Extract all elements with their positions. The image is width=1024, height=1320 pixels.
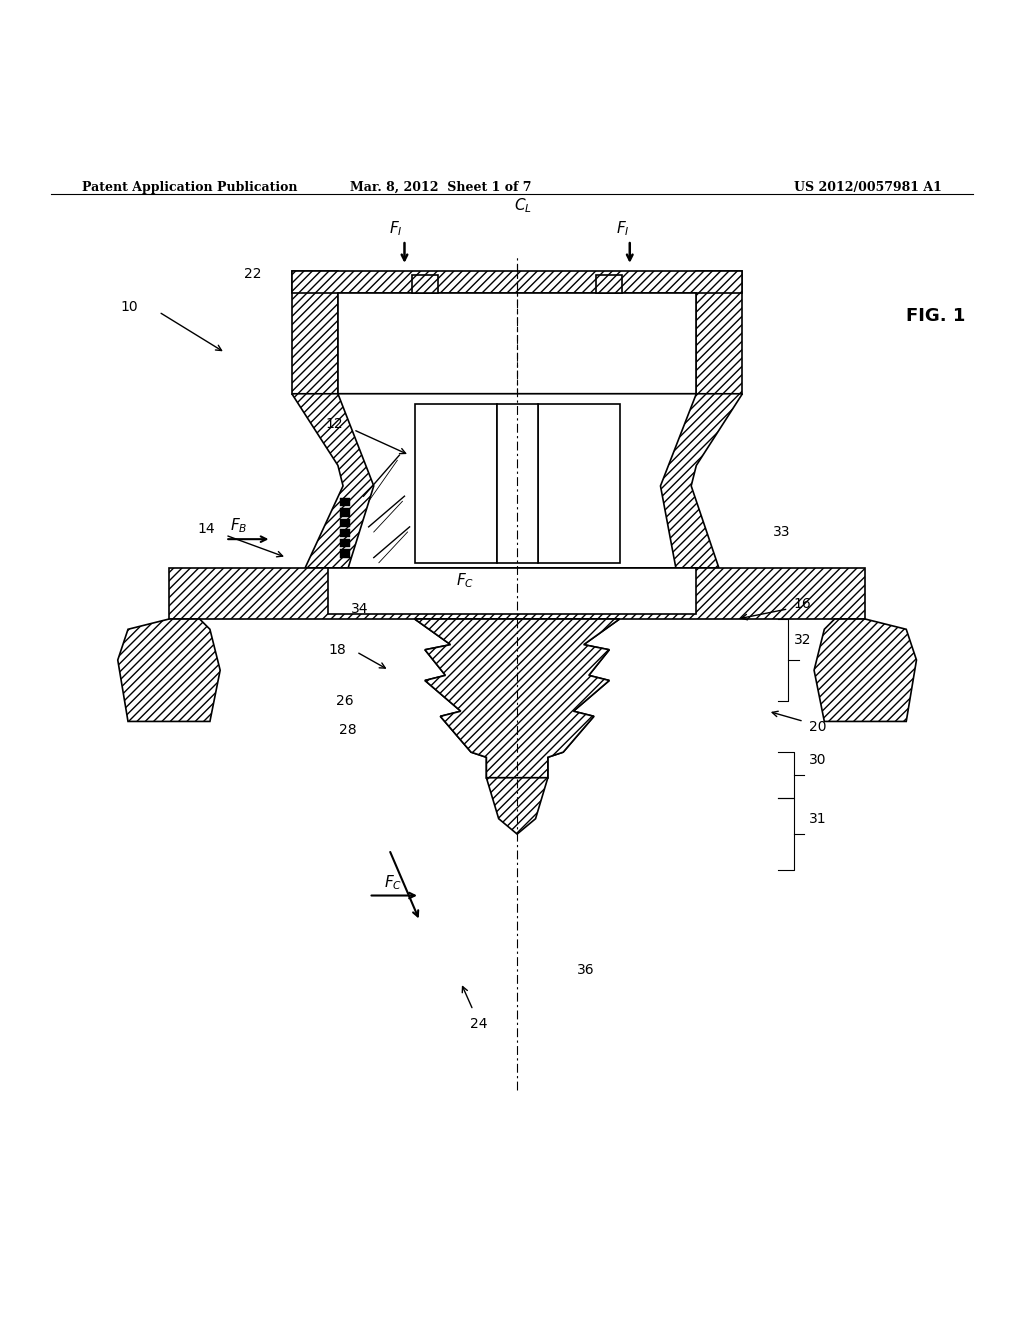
Text: $F_I$: $F_I$ — [389, 219, 403, 238]
Text: 31: 31 — [809, 812, 826, 826]
Text: 18: 18 — [329, 643, 346, 657]
Polygon shape — [340, 519, 350, 527]
Text: $F_B$: $F_B$ — [230, 516, 248, 535]
Polygon shape — [338, 293, 696, 393]
Polygon shape — [118, 619, 220, 722]
Text: US 2012/0057981 A1: US 2012/0057981 A1 — [795, 181, 942, 194]
Polygon shape — [412, 275, 438, 293]
Polygon shape — [340, 549, 350, 557]
Text: Mar. 8, 2012  Sheet 1 of 7: Mar. 8, 2012 Sheet 1 of 7 — [349, 181, 531, 194]
Text: 32: 32 — [794, 632, 811, 647]
Text: $F_C$: $F_C$ — [384, 874, 402, 892]
Polygon shape — [696, 271, 742, 393]
Text: 22: 22 — [244, 267, 261, 281]
Text: 26: 26 — [336, 694, 353, 708]
Polygon shape — [340, 529, 350, 537]
Text: 28: 28 — [339, 722, 356, 737]
Polygon shape — [340, 508, 350, 516]
Text: 20: 20 — [809, 719, 826, 734]
Text: 14: 14 — [198, 521, 215, 536]
Polygon shape — [340, 539, 350, 548]
Polygon shape — [292, 271, 742, 293]
Text: FIG. 1: FIG. 1 — [906, 306, 966, 325]
Text: 36: 36 — [577, 964, 594, 977]
Polygon shape — [338, 393, 696, 568]
Polygon shape — [415, 404, 497, 562]
Text: $F_C$: $F_C$ — [456, 572, 474, 590]
Text: 12: 12 — [326, 417, 343, 432]
Text: 30: 30 — [809, 754, 826, 767]
Text: Patent Application Publication: Patent Application Publication — [82, 181, 297, 194]
Polygon shape — [340, 498, 350, 507]
Text: 38: 38 — [541, 494, 558, 508]
Text: 24: 24 — [470, 1016, 488, 1031]
Polygon shape — [415, 619, 620, 777]
Polygon shape — [415, 619, 620, 777]
Polygon shape — [814, 619, 916, 722]
Polygon shape — [292, 271, 338, 393]
Polygon shape — [328, 568, 696, 614]
Text: 34: 34 — [351, 602, 369, 616]
Polygon shape — [596, 275, 622, 293]
Text: $F_I$: $F_I$ — [615, 219, 630, 238]
Text: 10: 10 — [121, 300, 138, 314]
Polygon shape — [169, 568, 865, 619]
Polygon shape — [486, 777, 548, 834]
Text: $C_L$: $C_L$ — [514, 195, 532, 215]
Polygon shape — [497, 404, 538, 562]
Polygon shape — [292, 393, 742, 568]
Text: 33: 33 — [773, 525, 791, 539]
Text: 16: 16 — [794, 597, 811, 611]
Polygon shape — [538, 404, 620, 562]
